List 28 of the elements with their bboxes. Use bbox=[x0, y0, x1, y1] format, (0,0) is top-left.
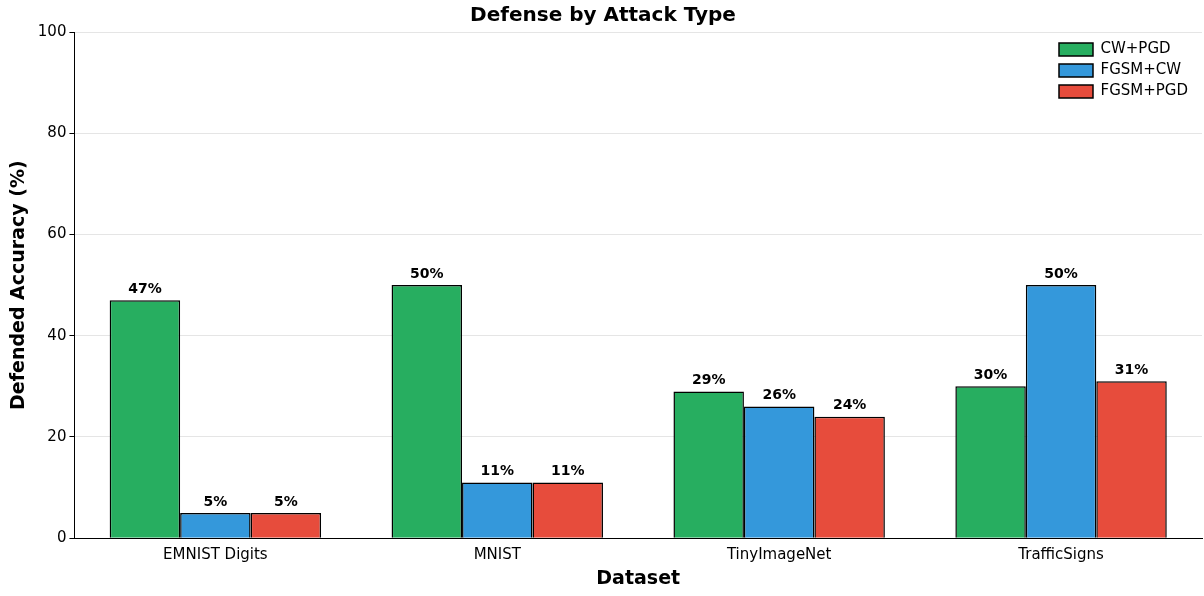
data-label: 30% bbox=[973, 365, 1008, 382]
data-label: 5% bbox=[273, 492, 298, 509]
x-tick-label: TinyImageNet bbox=[725, 545, 832, 564]
y-tick-label: 100 bbox=[37, 21, 67, 40]
y-tick-label: 20 bbox=[47, 426, 67, 445]
y-tick-label: 40 bbox=[47, 325, 67, 344]
x-tick-label: EMNIST Digits bbox=[163, 545, 268, 564]
legend-label: FGSM+PGD bbox=[1100, 81, 1189, 100]
data-label: 11% bbox=[480, 462, 515, 479]
legend-label: CW+PGD bbox=[1100, 39, 1171, 58]
data-label: 50% bbox=[410, 264, 444, 281]
data-label: 50% bbox=[1044, 264, 1078, 281]
y-tick-label: 80 bbox=[47, 123, 67, 142]
data-label: 31% bbox=[1114, 360, 1149, 377]
legend-label: FGSM+CW bbox=[1100, 60, 1182, 79]
data-label: 29% bbox=[691, 371, 726, 388]
data-label: 47% bbox=[128, 279, 162, 296]
data-label: 5% bbox=[203, 492, 228, 509]
data-label: 11% bbox=[550, 462, 585, 479]
y-tick-label: 60 bbox=[47, 224, 67, 243]
data-label: 24% bbox=[832, 396, 867, 413]
y-tick-label: 0 bbox=[56, 528, 67, 547]
chart-title: Defense by Attack Type bbox=[470, 2, 736, 27]
x-tick-label: MNIST bbox=[473, 545, 522, 564]
data-label: 26% bbox=[762, 386, 796, 403]
x-axis-title: Dataset bbox=[596, 565, 681, 588]
y-axis-title: Defended Accuracy (%) bbox=[6, 160, 29, 410]
x-tick-label: TrafficSigns bbox=[1017, 545, 1105, 564]
